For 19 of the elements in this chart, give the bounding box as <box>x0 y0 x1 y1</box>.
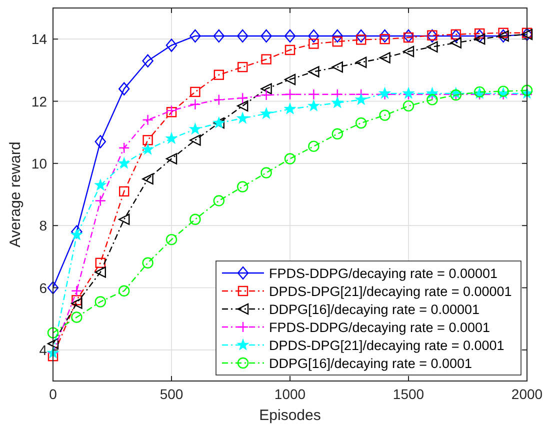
legend-label: FPDS-DDPG/decaying rate = 0.0001 <box>269 320 490 335</box>
x-tick-label: 2000 <box>511 386 543 402</box>
y-tick-label: 14 <box>31 31 48 48</box>
x-tick-label: 0 <box>49 386 58 402</box>
legend-label: DDPG[16]/decaying rate = 0.0001 <box>269 356 472 371</box>
y-tick-label: 8 <box>39 218 48 234</box>
y-tick-label: 6 <box>39 280 48 296</box>
y-tick-label: 4 <box>39 342 48 358</box>
y-tick-label: 12 <box>31 93 48 110</box>
y-axis-title: Average reward <box>7 142 24 248</box>
legend-label: FPDS-DDPG/decaying rate = 0.00001 <box>269 266 498 281</box>
legend-label: DDPG[16]/decaying rate = 0.00001 <box>269 302 480 317</box>
legend-label: DPDS-DPG[21]/decaying rate = 0.00001 <box>269 284 512 299</box>
x-tick-label: 1000 <box>274 386 306 402</box>
x-axis-title: Episodes <box>259 407 321 424</box>
legend-label: DPDS-DPG[21]/decaying rate = 0.0001 <box>269 338 504 353</box>
x-tick-label: 1500 <box>392 386 424 402</box>
y-tick-label: 10 <box>31 155 48 172</box>
x-tick-label: 500 <box>160 386 184 402</box>
